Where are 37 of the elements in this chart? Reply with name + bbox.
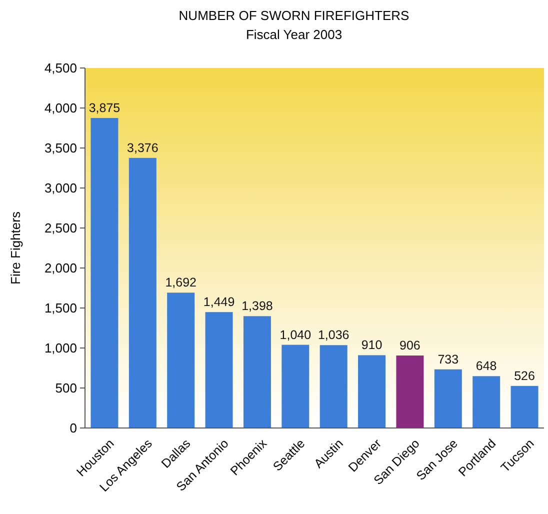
y-tick-label: 0 bbox=[70, 420, 77, 436]
y-tick-label: 1,000 bbox=[44, 340, 77, 356]
data-label: 1,449 bbox=[203, 295, 235, 310]
chart-subtitle: Fiscal Year 2003 bbox=[246, 27, 342, 42]
data-label: 1,040 bbox=[280, 328, 312, 342]
y-tick-label: 3,000 bbox=[44, 180, 77, 196]
chart-title: NUMBER OF SWORN FIREFIGHTERS bbox=[178, 8, 410, 23]
y-tick-label: 3,500 bbox=[44, 140, 77, 156]
bar bbox=[396, 356, 424, 428]
bar bbox=[205, 312, 233, 428]
data-label: 906 bbox=[400, 338, 420, 353]
data-label: 648 bbox=[476, 359, 497, 374]
bar bbox=[128, 158, 156, 428]
data-label: 1,036 bbox=[318, 328, 350, 342]
bar bbox=[90, 118, 118, 428]
y-tick-label: 500 bbox=[55, 380, 77, 396]
data-label: 1,692 bbox=[165, 276, 197, 290]
data-label: 1,398 bbox=[242, 299, 273, 314]
data-label: 910 bbox=[361, 338, 382, 352]
y-tick-label: 2,000 bbox=[44, 260, 77, 276]
y-tick-label: 2,500 bbox=[44, 220, 77, 236]
bar bbox=[167, 292, 195, 428]
bar bbox=[472, 376, 500, 428]
bar bbox=[434, 369, 462, 428]
bar bbox=[358, 355, 386, 428]
y-tick-label: 4,000 bbox=[44, 100, 77, 116]
data-label: 3,875 bbox=[88, 101, 120, 115]
data-label: 733 bbox=[438, 352, 459, 366]
data-label: 3,376 bbox=[127, 140, 158, 155]
bar bbox=[282, 344, 310, 428]
bar bbox=[243, 316, 271, 428]
data-label: 526 bbox=[514, 368, 535, 383]
y-tick-label: 1,500 bbox=[44, 300, 77, 316]
bar bbox=[320, 345, 348, 428]
y-tick-label: 4,500 bbox=[44, 60, 77, 76]
y-axis-title: Fire Fighters bbox=[8, 211, 23, 284]
bar bbox=[510, 386, 538, 428]
